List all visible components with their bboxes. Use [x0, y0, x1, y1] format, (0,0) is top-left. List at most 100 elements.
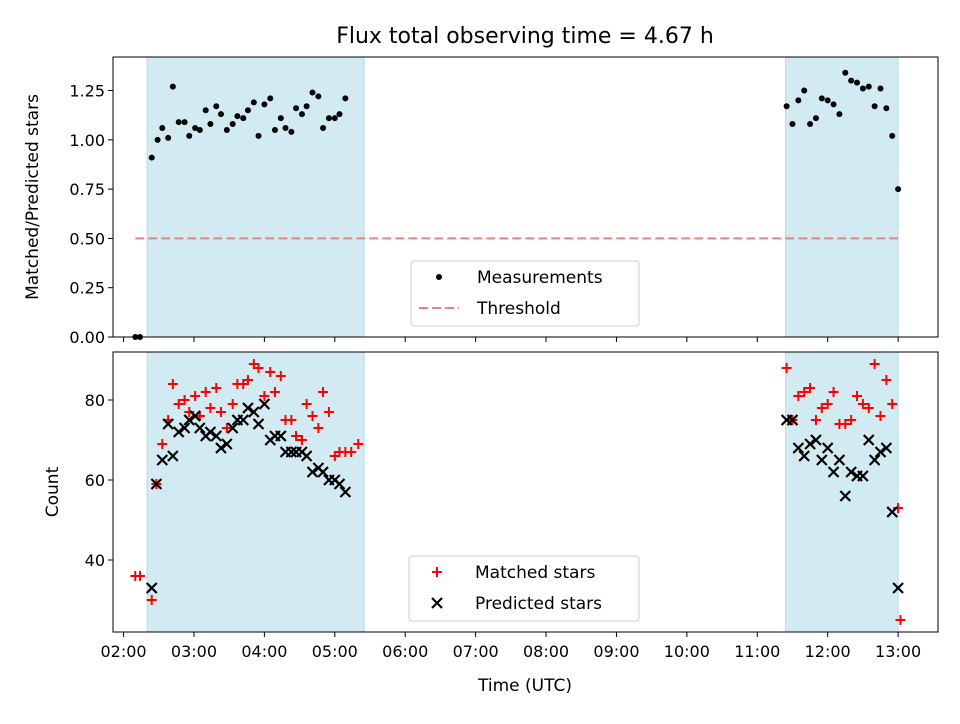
matched-stars-point: [828, 387, 839, 397]
predicted-stars-point: [816, 454, 828, 466]
measurements-point: [213, 103, 220, 110]
matched-stars-point: [857, 399, 868, 409]
measurements-point: [342, 95, 349, 102]
legend-label-threshold: Threshold: [476, 299, 561, 319]
measurements-point: [859, 85, 866, 92]
measurements-point: [789, 121, 796, 128]
predicted-stars-point: [810, 434, 822, 446]
legend-marker-matched-stars: [432, 567, 442, 577]
matched-stars-point: [259, 391, 270, 401]
matched-stars-point: [200, 387, 211, 397]
predicted-stars-point: [237, 414, 250, 426]
measurements-point: [192, 124, 199, 131]
matched-stars-point: [852, 391, 863, 401]
predicted-stars-point: [167, 450, 179, 462]
x-tick-label: 03:00: [171, 642, 217, 661]
measurements-point: [271, 126, 278, 133]
matched-stars-point: [215, 407, 226, 417]
matched-stars-point: [793, 391, 804, 401]
matched-stars-point: [173, 399, 184, 409]
matched-stars-point: [799, 387, 810, 397]
predicted-stars-point: [150, 478, 163, 490]
measurements-point: [229, 121, 236, 128]
predicted-stars-point: [258, 398, 271, 410]
predicted-stars-point: [892, 582, 904, 594]
measurements-point: [165, 134, 172, 141]
predicted-stars-point: [874, 446, 887, 458]
axes-frame: [112, 56, 939, 338]
matched-stars-point: [863, 403, 874, 413]
predicted-stars-point: [886, 506, 899, 518]
matched-stars-point: [242, 375, 253, 385]
matched-stars-point: [269, 387, 280, 397]
matched-stars-point: [781, 363, 792, 373]
predicted-stars-point: [204, 426, 217, 438]
matched-stars-point: [253, 363, 264, 373]
observing-span-1: [146, 351, 365, 633]
predicted-stars-point: [880, 442, 893, 454]
predicted-stars-point: [821, 442, 834, 454]
predicted-stars-point: [786, 414, 799, 426]
legend-box: [408, 555, 640, 622]
measurements-point: [883, 105, 890, 112]
matched-stars-point: [167, 379, 178, 389]
measurements-point: [895, 186, 902, 193]
matched-stars-point: [146, 595, 157, 605]
predicted-stars-point: [252, 418, 265, 430]
predicted-stars-point: [156, 454, 169, 466]
measurements-point: [298, 111, 305, 118]
matched-stars-point: [265, 367, 276, 377]
measurements-point: [818, 95, 825, 102]
measurements-point: [159, 124, 166, 131]
predicted-stars-point: [839, 490, 852, 502]
predicted-stars-point: [285, 446, 298, 458]
panel-count: 40 60 80 02:00 03:00 04:00 05:00 06:00 07:00 08:0…: [85, 351, 939, 661]
x-tick-label: 13:00: [875, 642, 921, 661]
predicted-stars-point: [317, 466, 329, 478]
y-tick-label: 1.25: [69, 82, 105, 101]
predicted-stars-point: [162, 418, 174, 430]
measurements-point: [848, 77, 855, 84]
x-tick-label: 08:00: [523, 642, 569, 661]
measurements-point: [871, 103, 878, 110]
matched-stars-point: [353, 439, 364, 449]
predicted-stars-point: [857, 470, 869, 482]
x-tick-label: 11:00: [734, 642, 780, 661]
matched-stars-point: [190, 391, 201, 401]
panel-ratio: 0.00 0.25 0.50 0.75 1.00 1.25 Measurements Thre…: [69, 56, 939, 347]
measurements-point: [196, 126, 203, 133]
predicted-stars-point: [275, 430, 287, 442]
matched-stars-point: [291, 431, 302, 441]
chart-title: Flux total observing time = 4.67 h: [336, 24, 714, 49]
predicted-stars-point: [339, 486, 352, 498]
x-tick-label: 10:00: [664, 642, 710, 661]
legend-label-matched-stars: Matched stars: [475, 563, 595, 583]
measurements-point: [207, 121, 214, 128]
matched-stars-point: [816, 403, 827, 413]
matched-stars-point: [157, 439, 168, 449]
x-tick-label: 09:00: [593, 642, 639, 661]
measurements-point: [830, 101, 837, 108]
legend: Measurements Threshold: [410, 260, 640, 327]
matched-stars-point: [346, 447, 357, 457]
measurements-point: [169, 83, 176, 90]
predicted-stars-point: [833, 454, 846, 466]
legend-box: [410, 260, 640, 327]
legend-label-measurements: Measurements: [477, 268, 603, 288]
x-tick-label: 07:00: [453, 642, 499, 661]
measurements-point: [175, 119, 182, 126]
measurements-point: [836, 111, 843, 118]
measurements-point: [877, 85, 884, 92]
predicted-stars-point: [827, 466, 840, 478]
x-tick-label: 06:00: [382, 642, 428, 661]
predicted-stars-point: [333, 478, 346, 490]
matched-stars-point: [323, 407, 334, 417]
measurements-point: [288, 128, 295, 135]
measurements-point: [801, 87, 808, 94]
y-tick-label: 0.75: [69, 180, 105, 199]
x-tick-label: 05:00: [312, 642, 358, 661]
predicted-stars-point: [845, 466, 857, 478]
matched-stars-point: [840, 419, 851, 429]
matched-stars-point: [134, 571, 145, 581]
